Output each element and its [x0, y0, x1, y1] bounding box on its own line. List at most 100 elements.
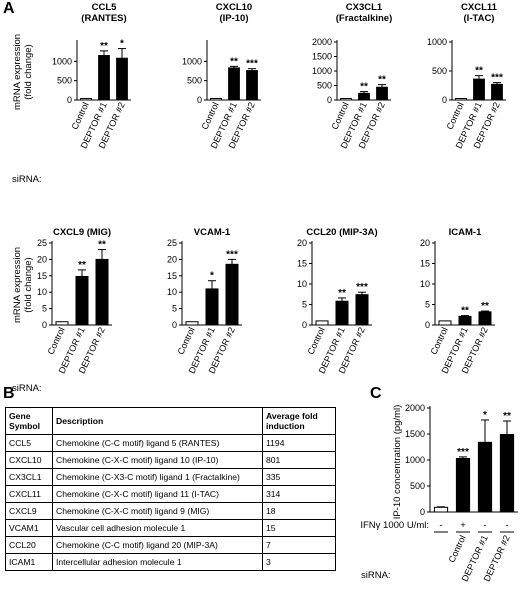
y-tick-label: 2000 — [405, 403, 425, 413]
bar — [95, 258, 109, 326]
gene-symbol-cell: ICAM1 — [5, 553, 53, 571]
chart-title: CXCL10 — [216, 2, 252, 13]
y-tick-label: 1000 — [182, 56, 202, 66]
y-tick-label: 1000 — [405, 455, 425, 465]
significance-label: *** — [457, 447, 469, 458]
y-tick-label: 0 — [67, 95, 72, 105]
gene-symbol-cell: CXCL9 — [5, 502, 53, 520]
description-cell: Vascular cell adhesion molecule 1 — [52, 519, 263, 537]
y-tick-label: 1000 — [312, 66, 332, 76]
y-tick-label: 500 — [187, 76, 202, 86]
y-tick-label: 20 — [297, 238, 307, 248]
ifn-value: - — [483, 520, 486, 531]
y-tick-label: 0 — [420, 507, 425, 517]
significance-label: * — [120, 39, 124, 50]
fold-induction-cell: 801 — [262, 451, 336, 469]
chart-title: (RANTES) — [81, 13, 126, 24]
description-cell: Chemokine (C-X-C motif) ligand 9 (MIG) — [52, 502, 263, 520]
bar — [55, 321, 69, 326]
y-tick-label: 20 — [420, 238, 430, 248]
bar — [225, 263, 239, 326]
y-tick-label: 0 — [172, 320, 177, 330]
chart-title: ICAM-1 — [449, 227, 482, 238]
significance-label: *** — [226, 249, 238, 260]
significance-label: ** — [230, 56, 238, 67]
table-header-row: Gene Symbol Description Average fold ind… — [5, 407, 336, 435]
chart-title: CX3CL1 — [346, 2, 383, 13]
bar — [477, 441, 493, 513]
description-cell: Chemokine (C-X-C motif) ligand 10 (IP-10… — [52, 451, 263, 469]
significance-label: ** — [78, 260, 86, 271]
chart-panel-2: CX3CL1(Fractalkine)0500100015002000Contr… — [312, 2, 392, 150]
ifn-value: - — [439, 520, 442, 531]
bar — [340, 98, 352, 101]
y-axis-label: (fold change) — [23, 44, 34, 99]
bar — [358, 92, 370, 101]
bar — [80, 98, 92, 101]
y-tick-label: 500 — [410, 481, 425, 491]
bar — [376, 86, 388, 101]
ifn-value: + — [460, 520, 466, 531]
significance-label: *** — [356, 282, 368, 293]
y-tick-label: 10 — [167, 287, 177, 297]
bar — [455, 98, 467, 101]
category-label: Control — [305, 326, 326, 357]
y-axis-label: (fold change) — [23, 257, 34, 312]
significance-label: *** — [246, 59, 258, 70]
significance-label: ** — [503, 411, 511, 422]
y-tick-label: 500 — [432, 66, 447, 76]
chart-title: CCL20 (MIP-3A) — [306, 227, 377, 238]
chart-title: (IP-10) — [219, 13, 248, 24]
y-tick-label: 20 — [167, 254, 177, 264]
fold-induction-cell: 7 — [262, 536, 336, 554]
chart-title: (Fractalkine) — [336, 13, 393, 24]
y-tick-label: 500 — [57, 76, 72, 86]
chart-title: CXCL11 — [461, 2, 498, 13]
gene-symbol-cell: CXCL10 — [5, 451, 53, 469]
sirna-label: siRNA: — [361, 570, 391, 581]
bar — [315, 320, 329, 326]
fold-induction-cell: 1194 — [262, 434, 336, 452]
y-tick-label: 0 — [42, 320, 47, 330]
gene-symbol-cell: CX3CL1 — [5, 468, 53, 486]
significance-label: *** — [491, 73, 503, 84]
header-gene-symbol: Gene Symbol — [5, 407, 53, 435]
y-tick-label: 0 — [442, 95, 447, 105]
gene-symbol-cell: CCL20 — [5, 536, 53, 554]
y-tick-label: 15 — [297, 259, 307, 269]
bar — [98, 55, 110, 101]
bar — [228, 67, 240, 101]
bar — [478, 311, 492, 326]
bar — [210, 98, 222, 101]
description-cell: Chemokine (C-C motif) ligand 20 (MIP-3A) — [52, 536, 263, 554]
bar — [455, 457, 471, 513]
description-cell: Chemokine (C-C motif) ligand 5 (RANTES) — [52, 434, 263, 452]
table-row: CXCL11 Chemokine (C-X-C motif) ligand 11 … — [5, 485, 336, 503]
y-tick-label: 10 — [420, 279, 430, 289]
fold-induction-cell: 314 — [262, 485, 336, 503]
fold-induction-cell: 18 — [262, 502, 336, 520]
significance-label: * — [210, 271, 214, 282]
category-label: Control — [175, 326, 196, 357]
chart-title: CXCL9 (MIG) — [53, 227, 111, 238]
y-tick-label: 5 — [425, 300, 430, 310]
bar — [116, 57, 128, 101]
fold-induction-cell: 335 — [262, 468, 336, 486]
table-row: VCAM1 Vascular cell adhesion molecule 1 15 — [5, 519, 336, 537]
panel-label-c: C — [370, 385, 382, 402]
ifn-value: - — [505, 520, 508, 531]
fold-induction-cell: 15 — [262, 519, 336, 537]
significance-label: ** — [461, 306, 469, 317]
significance-label: ** — [360, 82, 368, 93]
bar — [458, 315, 472, 326]
table-row: CXCL10 Chemokine (C-X-C motif) ligand 10 … — [5, 451, 336, 469]
